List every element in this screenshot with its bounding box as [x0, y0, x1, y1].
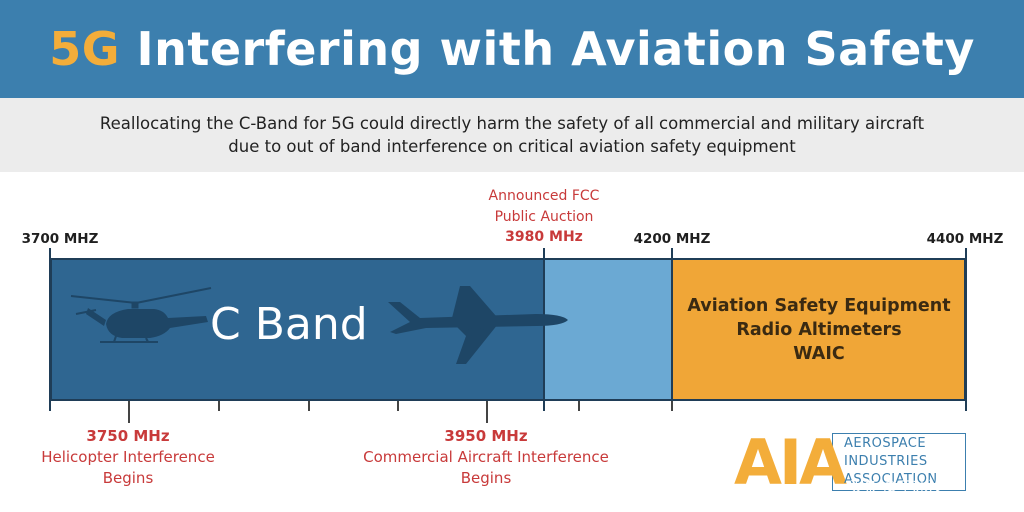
aia-logo-box — [832, 433, 966, 491]
tick-3900 — [397, 401, 399, 411]
subtitle-banner: Reallocating the C-Band for 5G could dir… — [0, 98, 1024, 172]
tick-3800 — [218, 401, 220, 411]
helicopter-line-2: Begins — [102, 469, 154, 487]
divider-3980 — [543, 248, 545, 411]
aviation-line-2: Radio Altimeters — [736, 319, 902, 340]
aviation-band-text: Aviation Safety Equipment Radio Altimete… — [672, 258, 966, 401]
tick-3750 — [128, 401, 130, 423]
freq-label-3700: 3700 MHZ — [21, 231, 99, 247]
fcc-line-2: Public Auction — [494, 208, 594, 225]
title-text: Interfering with Aviation Safety — [136, 22, 975, 76]
helicopter-interference-label: 3750 MHz Helicopter Interference Begins — [41, 426, 215, 489]
freq-label-4200: 4200 MHZ — [633, 231, 711, 247]
fcc-freq: 3980 MHz — [505, 229, 583, 245]
aia-logo-word-3: ASSOCIATION — [844, 472, 938, 487]
aia-logo-word-1: AEROSPACE — [844, 436, 927, 451]
subtitle-line-1: Reallocating the C-Band for 5G could dir… — [99, 114, 925, 133]
commercial-line-2: Begins — [460, 469, 512, 487]
commercial-line-1: Commercial Aircraft Interference — [363, 448, 609, 466]
watermark: 头条 @王冰汝 — [848, 478, 943, 496]
freq-label-4400: 4400 MHZ — [926, 231, 1004, 247]
gap-band-segment — [544, 258, 672, 401]
commercial-interference-label: 3950 MHz Commercial Aircraft Interferenc… — [363, 426, 609, 489]
page-title: 5G Interfering with Aviation Safety — [49, 22, 975, 76]
tick-3950 — [486, 401, 488, 423]
tick-3850 — [308, 401, 310, 411]
commercial-freq: 3950 MHz — [444, 427, 528, 445]
title-accent: 5G — [49, 22, 120, 76]
subtitle-line-2: due to out of band interference on criti… — [228, 137, 796, 156]
header-banner: 5G Interfering with Aviation Safety — [0, 0, 1024, 98]
helicopter-line-1: Helicopter Interference — [41, 448, 215, 466]
helicopter-icon — [70, 287, 212, 343]
divider-4400 — [965, 248, 967, 411]
aia-logo-word-2: INDUSTRIES — [844, 454, 928, 469]
fcc-auction-label: Announced FCC Public Auction 3980 MHz — [489, 186, 600, 248]
divider-4200 — [671, 248, 673, 411]
tick-4000 — [578, 401, 580, 411]
fcc-line-1: Announced FCC — [488, 188, 600, 204]
divider-3700 — [49, 248, 51, 411]
aviation-line-1: Aviation Safety Equipment — [687, 295, 951, 316]
helicopter-freq: 3750 MHz — [86, 427, 170, 445]
c-band-label: C Band — [210, 299, 368, 350]
aviation-line-3: WAIC — [793, 343, 845, 364]
aia-logo: AIA AEROSPACE INDUSTRIES ASSOCIATION — [734, 426, 970, 499]
airplane-icon — [388, 286, 568, 364]
tick-4200 — [671, 401, 673, 411]
aia-logo-letters: AIA — [734, 426, 847, 499]
